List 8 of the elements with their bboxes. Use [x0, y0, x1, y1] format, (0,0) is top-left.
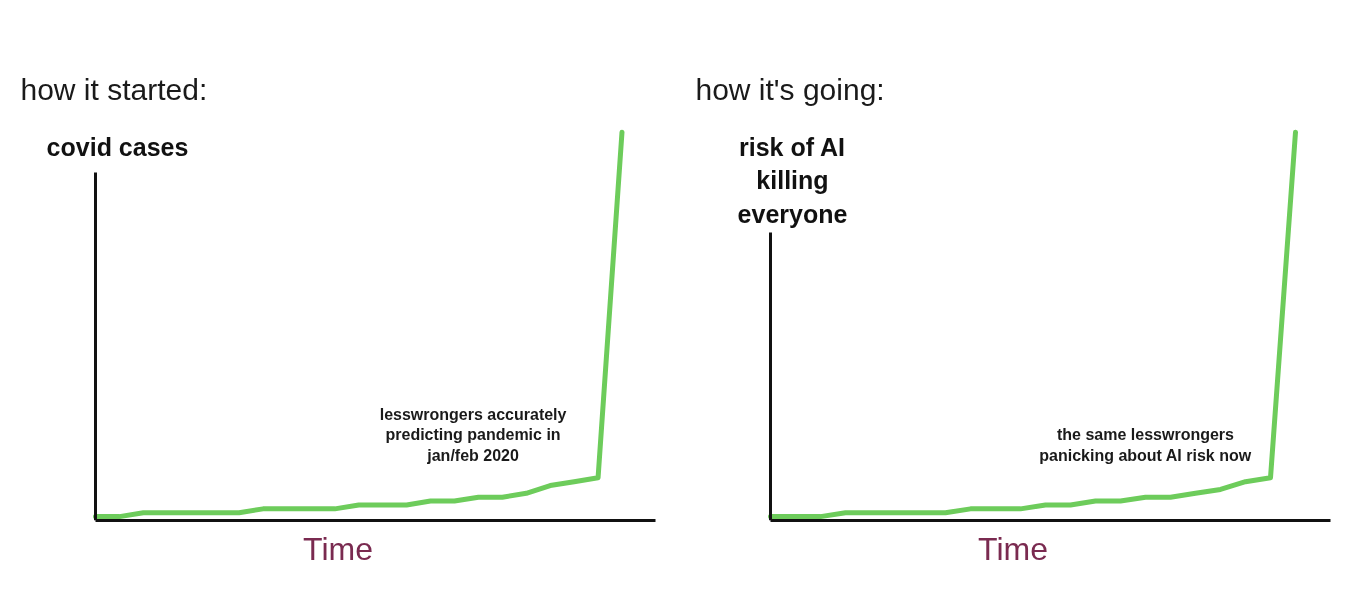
annotation: lesswrongers accurately predicting pandemic in jan/feb 2020	[379, 405, 567, 464]
y-axis-title: risk of AI killing everyone	[737, 132, 848, 228]
x-axis-title: Time	[978, 530, 1048, 567]
x-axis-title: Time	[303, 530, 373, 567]
chart-title: how it started:	[20, 72, 208, 106]
y-axis-title: covid cases	[46, 132, 189, 161]
chart-title: how it's going:	[695, 72, 885, 106]
annotation: the same lesswrongers panicking about AI risk now	[1039, 426, 1252, 464]
